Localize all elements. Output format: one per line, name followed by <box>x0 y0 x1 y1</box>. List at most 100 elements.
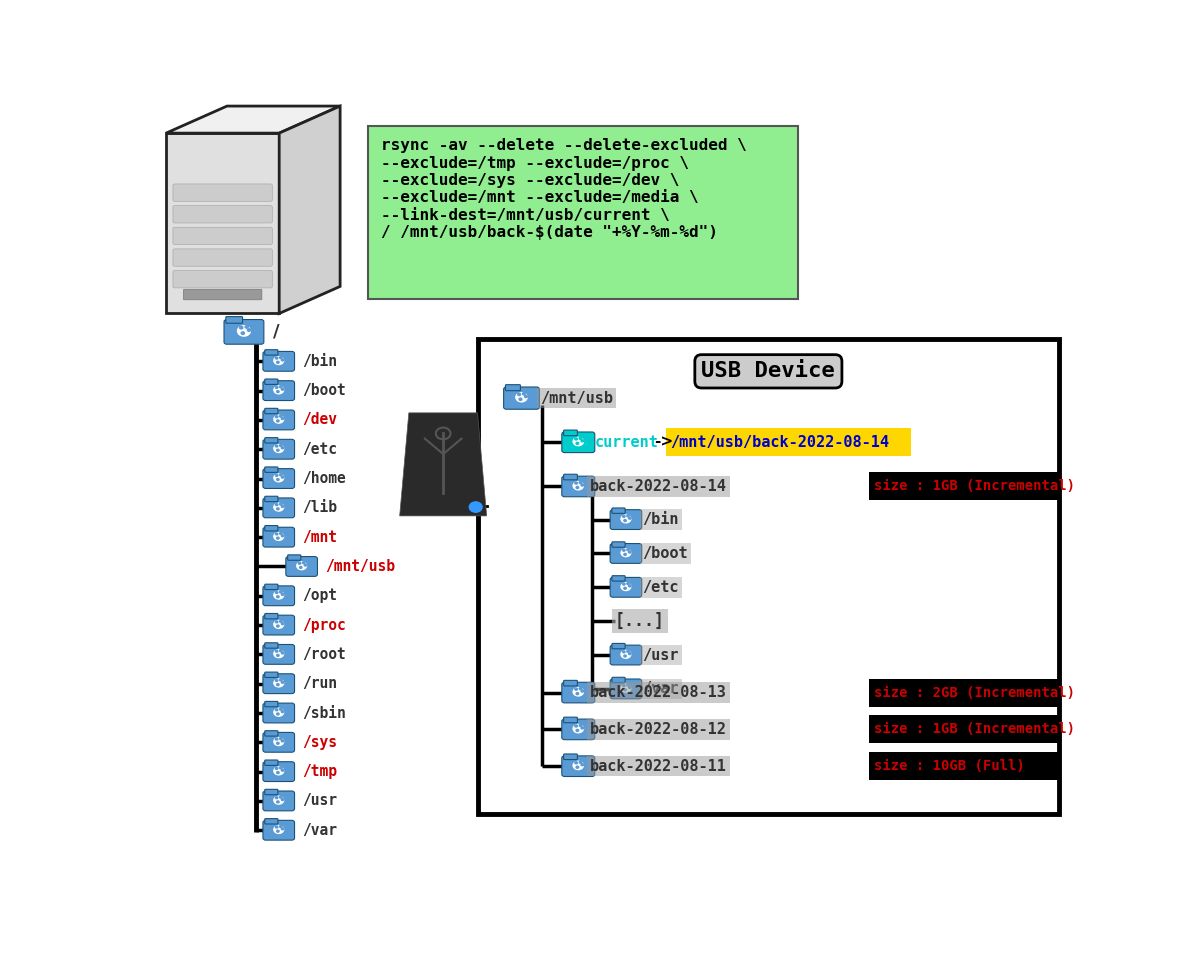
FancyBboxPatch shape <box>869 472 1058 500</box>
Circle shape <box>274 767 284 774</box>
Circle shape <box>525 396 527 398</box>
Circle shape <box>621 650 631 659</box>
Circle shape <box>579 687 582 689</box>
Circle shape <box>274 738 284 746</box>
FancyBboxPatch shape <box>265 790 278 794</box>
Text: current: current <box>595 435 658 449</box>
Text: /sbin: /sbin <box>303 706 346 721</box>
Circle shape <box>277 801 279 803</box>
Circle shape <box>573 725 584 732</box>
Circle shape <box>274 620 284 628</box>
Circle shape <box>281 506 284 508</box>
Circle shape <box>241 332 245 335</box>
FancyBboxPatch shape <box>561 719 595 740</box>
FancyBboxPatch shape <box>173 228 272 245</box>
Circle shape <box>275 358 278 359</box>
FancyBboxPatch shape <box>612 508 625 513</box>
FancyBboxPatch shape <box>262 615 294 635</box>
Circle shape <box>277 508 279 510</box>
Circle shape <box>277 361 279 363</box>
Circle shape <box>624 655 626 657</box>
Text: back-2022-08-13: back-2022-08-13 <box>590 685 727 700</box>
Circle shape <box>579 437 582 440</box>
FancyBboxPatch shape <box>225 319 264 344</box>
FancyBboxPatch shape <box>368 126 798 299</box>
Circle shape <box>626 515 629 517</box>
Circle shape <box>576 487 579 489</box>
Circle shape <box>275 680 278 682</box>
Circle shape <box>281 652 284 654</box>
Circle shape <box>280 708 282 710</box>
FancyBboxPatch shape <box>561 476 595 497</box>
Circle shape <box>579 482 582 484</box>
Text: /etc: /etc <box>303 442 338 457</box>
Circle shape <box>626 684 629 686</box>
Circle shape <box>629 551 631 553</box>
Circle shape <box>576 443 579 445</box>
Circle shape <box>469 502 482 512</box>
Circle shape <box>277 479 279 481</box>
Polygon shape <box>400 413 487 516</box>
Circle shape <box>574 438 577 440</box>
FancyBboxPatch shape <box>226 316 242 323</box>
Circle shape <box>281 358 284 361</box>
FancyBboxPatch shape <box>262 352 294 371</box>
FancyBboxPatch shape <box>564 430 577 436</box>
Circle shape <box>624 520 626 522</box>
FancyBboxPatch shape <box>265 496 278 502</box>
Circle shape <box>576 692 579 695</box>
Circle shape <box>274 826 284 834</box>
Text: /var: /var <box>643 682 678 696</box>
Circle shape <box>281 770 284 771</box>
Text: /: / <box>273 323 280 341</box>
Circle shape <box>629 585 631 587</box>
Circle shape <box>275 386 278 388</box>
Text: USB Device: USB Device <box>701 361 836 381</box>
FancyBboxPatch shape <box>262 468 294 489</box>
Text: /usr: /usr <box>303 793 338 809</box>
Circle shape <box>274 503 284 511</box>
Circle shape <box>277 596 279 598</box>
Circle shape <box>623 684 625 686</box>
Text: /bin: /bin <box>303 354 338 369</box>
FancyBboxPatch shape <box>610 544 642 563</box>
FancyBboxPatch shape <box>564 717 577 723</box>
Text: /home: /home <box>303 471 346 486</box>
Polygon shape <box>165 133 279 314</box>
FancyBboxPatch shape <box>262 440 294 459</box>
FancyBboxPatch shape <box>561 756 595 776</box>
Text: /bin: /bin <box>643 512 678 527</box>
Polygon shape <box>165 106 340 133</box>
Text: rsync -av --delete --delete-excluded \
--exclude=/tmp --exclude=/proc \
--exclud: rsync -av --delete --delete-excluded \ -… <box>382 139 747 240</box>
Circle shape <box>280 357 282 358</box>
Circle shape <box>240 326 242 329</box>
Circle shape <box>280 737 282 740</box>
Circle shape <box>281 710 284 712</box>
Circle shape <box>582 690 584 692</box>
Circle shape <box>281 828 284 830</box>
Circle shape <box>275 532 278 535</box>
Circle shape <box>624 689 626 691</box>
Circle shape <box>582 727 584 728</box>
Circle shape <box>277 449 279 451</box>
Circle shape <box>623 651 625 653</box>
Circle shape <box>629 686 631 688</box>
Circle shape <box>275 416 278 418</box>
Circle shape <box>519 398 522 401</box>
Text: /mnt/usb/back-2022-08-14: /mnt/usb/back-2022-08-14 <box>670 435 889 449</box>
FancyBboxPatch shape <box>173 249 272 267</box>
Circle shape <box>281 418 284 420</box>
Circle shape <box>274 796 284 804</box>
FancyBboxPatch shape <box>561 432 595 452</box>
FancyBboxPatch shape <box>869 679 1058 706</box>
Circle shape <box>280 620 282 622</box>
Text: back-2022-08-14: back-2022-08-14 <box>590 479 727 494</box>
Circle shape <box>573 761 584 770</box>
Circle shape <box>281 446 284 448</box>
FancyBboxPatch shape <box>262 732 294 752</box>
Circle shape <box>576 729 579 731</box>
Circle shape <box>304 564 306 566</box>
FancyBboxPatch shape <box>610 645 642 665</box>
Text: /root: /root <box>303 647 346 662</box>
FancyBboxPatch shape <box>265 730 278 736</box>
